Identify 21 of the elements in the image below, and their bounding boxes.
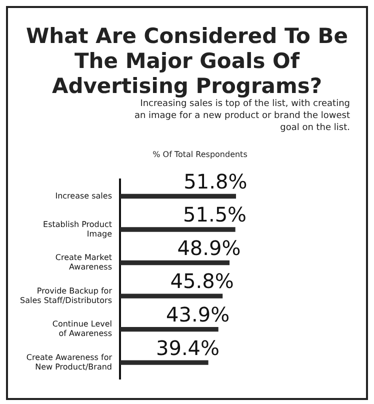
y-tick-label: Increase sales: [55, 191, 112, 200]
data-label: 43.9%: [166, 302, 230, 327]
chart-subtitle: Increasing sales is top of the list, with creating an image for a new product or brand the lowest goal on the list.: [133, 98, 350, 134]
bar: [120, 326, 218, 332]
x-axis-title: % Of Total Respondents: [152, 150, 248, 159]
data-label: 51.8%: [184, 169, 248, 194]
bar: [120, 260, 230, 266]
chart-title: What Are Considered To Be The Major Goals Of Advertising Programs?: [24, 24, 350, 99]
y-tick-label: Continue Level of Awareness: [52, 320, 112, 338]
data-label: 51.5%: [183, 202, 247, 227]
bar: [120, 360, 208, 365]
data-label: 48.9%: [177, 236, 241, 260]
bar: [120, 194, 236, 199]
y-tick-label: Create Awareness for New Product/Brand: [26, 352, 113, 372]
y-tick-label: Create Market Awareness: [55, 253, 112, 272]
y-tick-label: Provide Backup for Sales Staff/Distributors: [20, 286, 113, 305]
data-label: 39.4%: [156, 336, 220, 360]
bar: [120, 227, 236, 232]
y-tick-label: Establish Product Image: [43, 220, 112, 238]
bar: [120, 294, 223, 298]
data-label: 45.8%: [170, 269, 234, 294]
